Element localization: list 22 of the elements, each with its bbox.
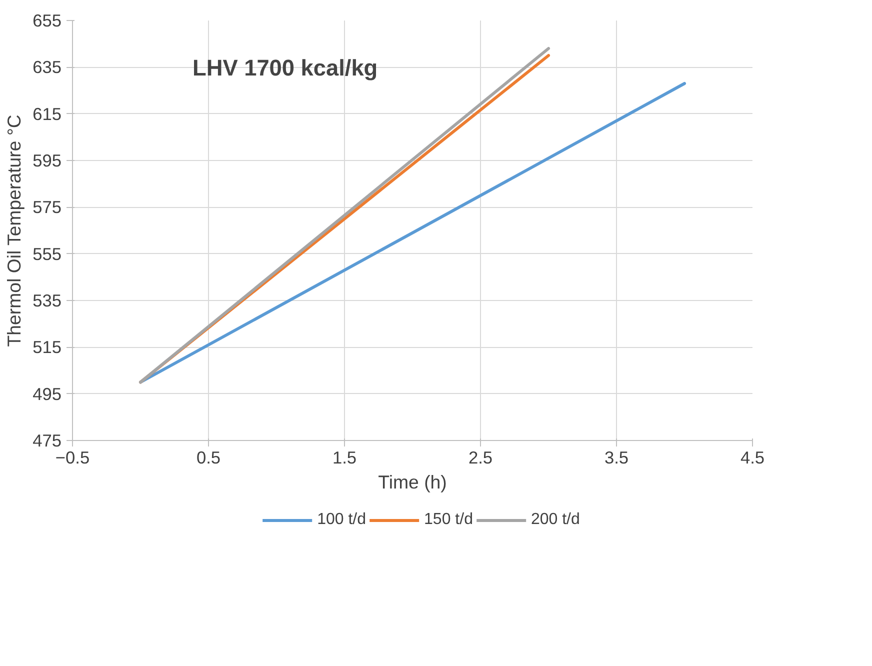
x-tick-label: 0.5: [196, 448, 221, 468]
y-tick-label: 595: [32, 150, 62, 170]
y-tick-label: 535: [32, 290, 62, 310]
y-tick-label: 495: [32, 384, 62, 404]
x-tick-label: 2.5: [468, 448, 493, 468]
x-tick-label: 4.5: [740, 448, 765, 468]
y-tick-label: 655: [32, 10, 62, 30]
x-tick-label: −0.5: [55, 448, 90, 468]
y-axis-title: Thermol Oil Temperature °C: [4, 114, 25, 347]
y-tick-label: 635: [32, 57, 62, 78]
y-tick-label: 615: [32, 104, 62, 124]
x-tick-label: 3.5: [604, 448, 629, 468]
legend-label: 200 t/d: [530, 511, 580, 529]
legend-label: 150 t/d: [424, 511, 473, 529]
y-tick-label: 515: [32, 337, 62, 358]
y-tick-label: 555: [32, 244, 62, 264]
legend-label: 100 t/d: [317, 511, 366, 529]
y-tick-label: 475: [32, 430, 62, 450]
annotation: LHV 1700 kcal/kg: [192, 54, 378, 80]
x-tick-label: 1.5: [332, 448, 357, 468]
y-tick-label: 575: [32, 197, 62, 218]
x-axis-title: Time (h): [378, 472, 447, 492]
